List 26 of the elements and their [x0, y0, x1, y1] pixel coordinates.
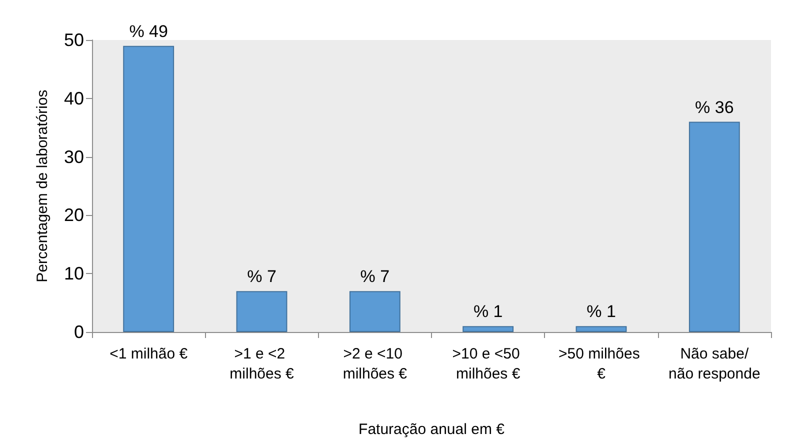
data-label: % 7	[360, 267, 390, 286]
data-label: % 1	[586, 302, 616, 322]
x-tick-label: <1 milhão €	[110, 346, 188, 362]
x-tick-label: Não sabe/não responde	[668, 346, 760, 382]
data-label: % 7	[247, 267, 276, 286]
y-tick-label: 0	[74, 322, 84, 342]
bar	[462, 326, 514, 332]
y-tick-label: 50	[64, 30, 84, 50]
x-tick-label: >50 milhões €	[558, 346, 644, 382]
data-label: % 1	[473, 302, 503, 322]
y-tick-label: 10	[64, 264, 84, 284]
bar	[688, 122, 740, 332]
y-tick-label: 40	[64, 88, 84, 108]
x-tick-label: >2 e <10 milhões €	[342, 346, 408, 382]
bar	[123, 46, 174, 332]
y-tick-label: 30	[64, 146, 84, 167]
data-label: % 36	[695, 98, 734, 117]
y-tick-label: 20	[64, 205, 84, 226]
data-label: % 49	[129, 22, 168, 41]
y-axis-title: Percentagem de laboratórios	[34, 90, 51, 282]
x-tick-label: >10 e <50 milhões €	[452, 346, 524, 382]
x-tick-label: >1 e <2 milhões €	[230, 346, 295, 382]
bar	[576, 326, 627, 332]
x-axis-title: Faturação anual em €	[358, 421, 506, 438]
bar	[236, 291, 288, 332]
bar	[349, 291, 400, 332]
